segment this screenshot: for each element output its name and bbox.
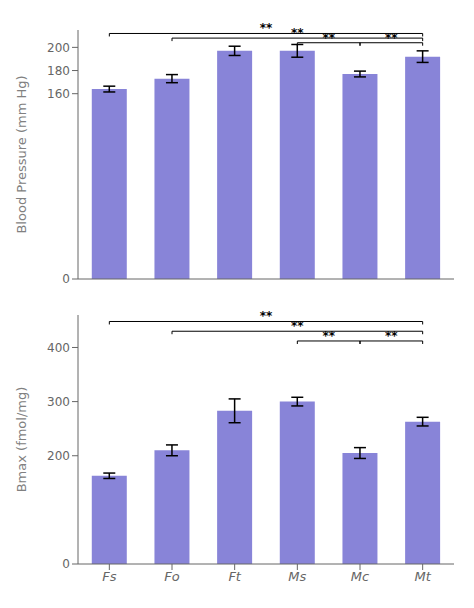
svg-text:Ms: Ms [288,569,306,584]
svg-text:Mc: Mc [351,569,369,584]
svg-text:0: 0 [62,272,70,286]
svg-text:**: ** [385,329,398,343]
svg-text:Fs: Fs [102,569,116,584]
svg-text:Ft: Ft [228,569,241,584]
svg-text:Fo: Fo [164,569,179,584]
svg-text:**: ** [260,21,273,35]
svg-text:**: ** [291,319,304,333]
svg-text:Blood Pressure (mm Hg): Blood Pressure (mm Hg) [14,75,29,233]
svg-text:200: 200 [47,449,70,463]
svg-text:160: 160 [47,87,70,101]
svg-text:400: 400 [47,341,70,355]
svg-text:0: 0 [62,557,70,571]
svg-text:**: ** [322,329,335,343]
svg-text:Bmax (fmol/mg): Bmax (fmol/mg) [14,387,29,493]
svg-text:200: 200 [47,41,70,55]
svg-text:180: 180 [47,64,70,78]
svg-text:300: 300 [47,395,70,409]
svg-text:Mt: Mt [415,569,432,584]
svg-text:**: ** [260,309,273,323]
svg-text:**: ** [322,31,335,45]
svg-text:**: ** [385,31,398,45]
svg-text:**: ** [291,26,304,40]
